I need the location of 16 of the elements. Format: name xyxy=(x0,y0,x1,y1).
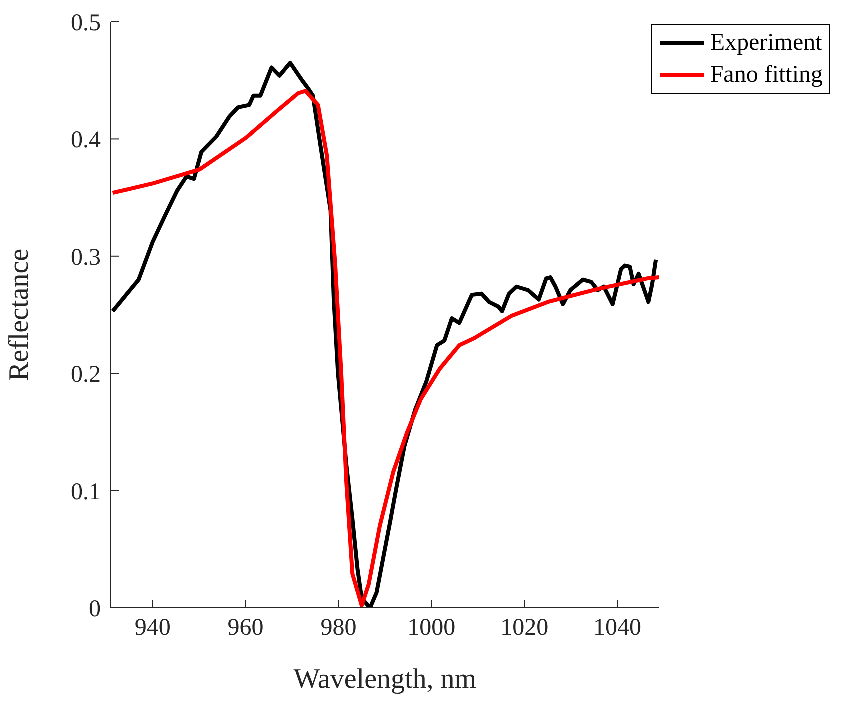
x-axis-title: Wavelength, nm xyxy=(294,664,477,695)
x-tick-label: 1020 xyxy=(500,615,549,642)
x-tick-label: 940 xyxy=(134,615,171,642)
y-tick-label: 0.1 xyxy=(71,479,101,506)
y-tick-label: 0.4 xyxy=(71,128,101,154)
x-tick-label: 1040 xyxy=(594,615,642,642)
legend-label: Experiment xyxy=(710,29,822,58)
y-axis-title: Reflectance xyxy=(4,248,35,382)
y-tick-label: 0 xyxy=(89,596,101,623)
y-tick-label: 0.3 xyxy=(71,244,101,271)
y-tick-label: 0.5 xyxy=(71,10,101,37)
x-tick-label: 980 xyxy=(320,615,357,642)
legend-label: Fano fitting xyxy=(710,61,823,90)
y-tick-label: 0.2 xyxy=(71,362,101,388)
x-tick-label: 1000 xyxy=(408,615,456,642)
x-tick-label: 960 xyxy=(228,615,264,642)
